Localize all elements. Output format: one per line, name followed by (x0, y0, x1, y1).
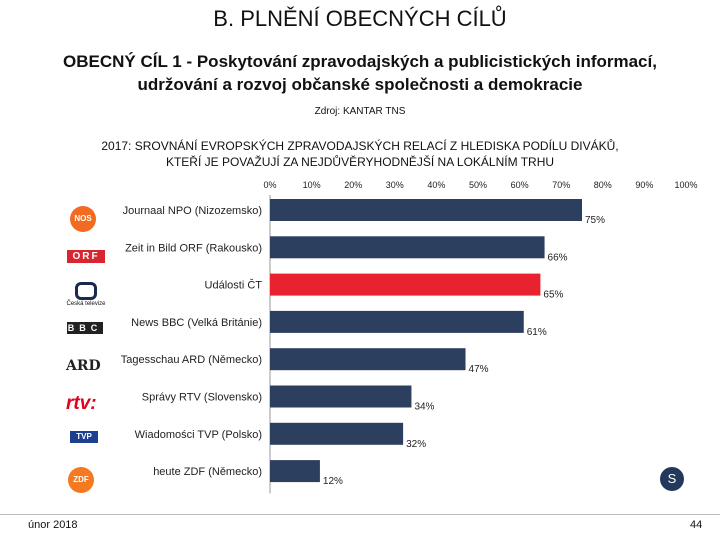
footer-divider (0, 514, 720, 515)
ct-logo-icon: Česká televize (66, 282, 106, 307)
x-tick-label: 50% (469, 180, 487, 190)
source-note: Zdroj: KANTAR TNS (314, 106, 406, 117)
x-tick-label: 80% (594, 180, 612, 190)
nos-logo-icon: NOS (70, 206, 96, 232)
zdf-logo-icon: ZDF (68, 467, 94, 493)
x-tick-label: 70% (552, 180, 570, 190)
category-label: Události ČT (205, 279, 263, 292)
bar (270, 422, 404, 445)
footer-date: únor 2018 (28, 519, 78, 531)
x-tick-label: 0% (263, 180, 276, 190)
chart-title: 2017: SROVNÁNÍ EVROPSKÝCH ZPRAVODAJSKÝCH… (40, 138, 680, 170)
chart-title-line-1: 2017: SROVNÁNÍ EVROPSKÝCH ZPRAVODAJSKÝCH… (101, 139, 619, 153)
category-label: News BBC (Velká Británie) (131, 317, 262, 329)
bar (270, 273, 541, 296)
x-tick-label: 60% (511, 180, 529, 190)
subtitle-line-1: OBECNÝ CÍL 1 - Poskytování zpravodajskýc… (63, 52, 657, 71)
page-subtitle: OBECNÝ CÍL 1 - Poskytování zpravodajskýc… (40, 50, 680, 96)
category-label: Správy RTV (Slovensko) (142, 392, 262, 404)
x-tick-label: 30% (386, 180, 404, 190)
category-label: Wiadomości TVP (Polsko) (135, 429, 262, 441)
bbc-logo-text: BBC (67, 322, 103, 334)
x-tick-label: 40% (427, 180, 445, 190)
ct-logo-text: Česká televize (66, 301, 106, 307)
data-label: 12% (323, 476, 343, 487)
page-title: B. PLNĚNÍ OBECNÝCH CÍLŮ (213, 6, 507, 31)
corner-badge-icon: S (660, 467, 684, 491)
bar (270, 199, 582, 221)
data-label: 61% (527, 327, 547, 338)
x-tick-label: 20% (344, 180, 362, 190)
bar (270, 385, 412, 408)
tvp-logo-icon: TVP (70, 431, 98, 443)
bar (270, 460, 320, 483)
bar (270, 310, 524, 333)
page-number: 44 (690, 519, 703, 531)
data-label: 34% (414, 402, 434, 413)
subtitle-line-2: udržování a rozvoj občanské společnosti … (137, 75, 583, 94)
category-label: Journaal NPO (Nizozemsko) (123, 205, 262, 217)
category-label: Tagesschau ARD (Německo) (121, 354, 262, 366)
category-label: heute ZDF (Německo) (153, 466, 262, 478)
category-label: Zeit in Bild ORF (Rakousko) (125, 242, 262, 254)
bbc-logo-icon: BBC (67, 322, 107, 334)
data-label: 32% (406, 439, 426, 450)
data-label: 47% (469, 364, 489, 375)
bar (270, 236, 545, 259)
bar (270, 348, 466, 371)
data-label: 75% (585, 215, 605, 226)
data-label: 65% (543, 290, 563, 301)
x-tick-label: 90% (635, 180, 653, 190)
ard-logo-icon: ARD (66, 358, 101, 374)
orf-logo-icon: ORF (67, 250, 105, 263)
x-tick-label: 10% (303, 180, 321, 190)
x-tick-label: 100% (674, 180, 697, 190)
chart-title-line-2: KTEŘÍ JE POVAŽUJÍ ZA NEJDŮVĚRYHODNĚJŠÍ N… (165, 155, 555, 169)
rtvs-logo-icon: rtv: (66, 393, 97, 414)
data-label: 66% (548, 252, 568, 263)
